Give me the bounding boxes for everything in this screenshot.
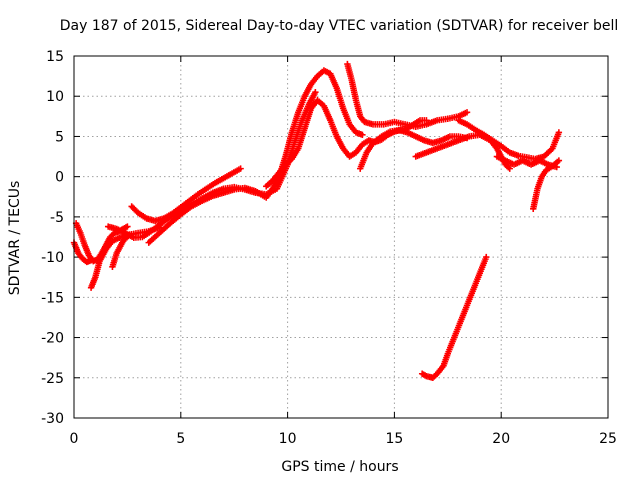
x-axis-label: GPS time / hours [281, 459, 398, 475]
series-track-8 [263, 97, 430, 190]
y-tick-label: 10 [46, 89, 64, 105]
data-point [359, 131, 366, 139]
data-point [555, 129, 563, 136]
series-track-10 [357, 126, 471, 172]
y-axis-label: SDTVAR / TECUs [7, 181, 23, 296]
series-track-12 [455, 117, 563, 163]
y-tick-label: -5 [50, 210, 64, 226]
x-tick-label: 5 [176, 431, 185, 447]
series-track-7 [145, 67, 366, 246]
series-track-15 [418, 253, 490, 381]
plot-frame [73, 55, 609, 419]
series-track-11 [412, 131, 513, 172]
tick-layer: 0 5 10 15 20 25 -30 -25 -20 -15 -10 -5 0 5 10 15 [41, 49, 617, 447]
data-point [124, 223, 131, 230]
x-tick-label: 25 [599, 431, 617, 447]
y-tick-label: -20 [41, 331, 64, 347]
x-tick-label: 10 [279, 431, 297, 447]
y-tick-label: -30 [41, 411, 64, 427]
data-point [87, 257, 95, 264]
data-point [555, 157, 563, 164]
y-tick-label: 5 [55, 129, 64, 145]
y-tick-label: -15 [41, 290, 64, 306]
series-track-9 [344, 60, 471, 130]
y-tick-label: 0 [55, 170, 64, 186]
series-track-6 [128, 165, 244, 225]
y-tick-label: -10 [41, 250, 64, 266]
chart-title: Day 187 of 2015, Sidereal Day-to-day VTE… [60, 18, 619, 34]
data-point [312, 89, 319, 96]
data-point [418, 370, 426, 377]
series-track-14 [530, 157, 563, 213]
data-point [506, 165, 513, 172]
x-tick-label: 15 [385, 431, 403, 447]
data-point [237, 165, 244, 172]
data-point [463, 109, 471, 116]
x-tick-label: 20 [492, 431, 510, 447]
y-tick-label: -25 [41, 371, 64, 387]
data-points-layer [70, 60, 563, 381]
y-tick-label: 15 [46, 49, 64, 65]
x-tick-label: 0 [70, 431, 79, 447]
